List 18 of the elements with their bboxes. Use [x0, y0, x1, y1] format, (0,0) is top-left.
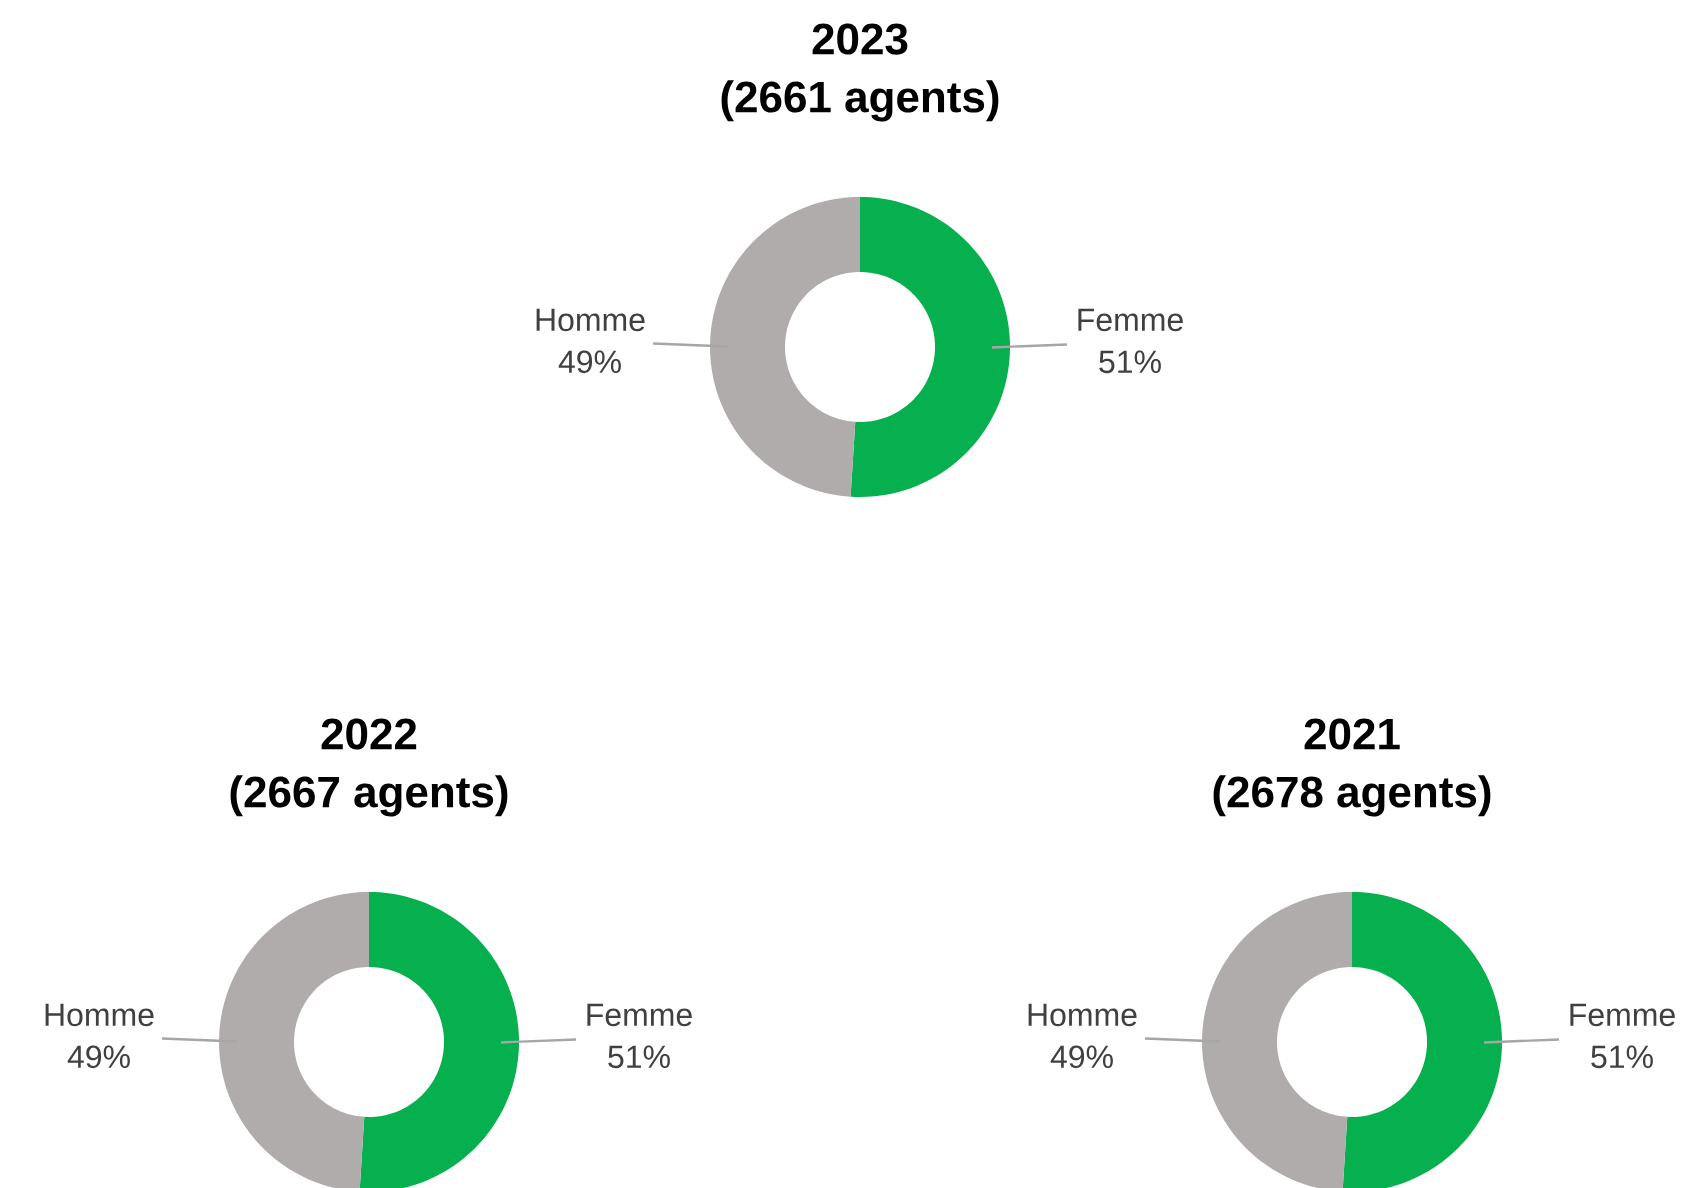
data-label: 51% [608, 1045, 670, 1069]
slice-label: Homme [1028, 1003, 1137, 1027]
chart-title: 2021 [1304, 718, 1400, 750]
chart-subtitle: (2678 agents) [1213, 775, 1491, 817]
data-label: 49% [67, 1045, 130, 1069]
chart-subtitle: (2661 agents) [721, 80, 999, 122]
slice-label: Homme [45, 1003, 154, 1027]
slice-label: Femme [1078, 308, 1183, 332]
slice-label: Femme [1570, 1003, 1675, 1027]
data-label: 49% [558, 350, 621, 374]
slice-label: Homme [536, 308, 645, 332]
chart-subtitle: (2667 agents) [230, 775, 508, 817]
data-label: 51% [1099, 350, 1161, 374]
chart-title: 2023 [812, 23, 908, 55]
slice-label: Femme [587, 1003, 692, 1027]
data-label: 51% [1591, 1045, 1653, 1069]
data-label: 49% [1050, 1045, 1113, 1069]
chart-title: 2022 [321, 718, 417, 750]
